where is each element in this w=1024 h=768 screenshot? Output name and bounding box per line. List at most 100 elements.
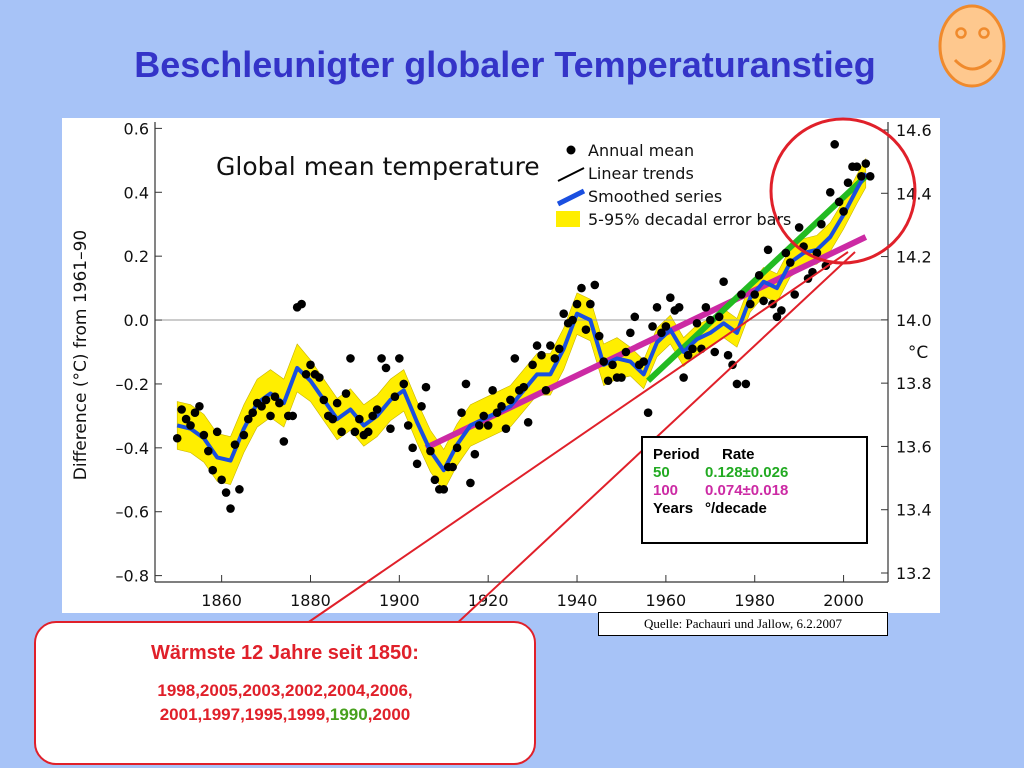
- annual-mean-dot: [857, 172, 866, 181]
- annual-mean-dot: [301, 370, 311, 379]
- y-tick-label: –0.4: [116, 439, 149, 458]
- x-tick-label: 2000: [823, 591, 864, 610]
- annual-mean-dot: [830, 140, 839, 149]
- annual-mean-dot: [701, 302, 711, 312]
- legend-label: Smoothed series: [588, 187, 722, 206]
- annual-mean-dot: [528, 360, 537, 370]
- annual-mean-dot: [363, 427, 373, 437]
- annual-mean-dot: [452, 443, 462, 453]
- annual-mean-dot: [688, 344, 697, 354]
- y-tick-label: –0.2: [116, 375, 149, 394]
- right-tick-label: 13.8: [896, 374, 932, 393]
- annual-mean-dot: [319, 395, 329, 405]
- callout-years-line1: 1998,2005,2003,2002,2004,2006,: [157, 681, 413, 700]
- annual-mean-dot: [257, 402, 266, 411]
- annual-mean-dot: [355, 414, 364, 424]
- annual-mean-dot: [817, 219, 826, 229]
- legend-dot-icon: [566, 145, 576, 155]
- callout-title: Wärmste 12 Jahre seit 1850:: [151, 642, 419, 664]
- annual-mean-dot: [332, 398, 342, 408]
- annual-mean-dot: [577, 283, 586, 293]
- annual-mean-dot: [412, 459, 422, 469]
- annual-mean-dot: [261, 395, 271, 405]
- annual-mean-dot: [599, 357, 608, 366]
- annual-mean-dot: [399, 379, 409, 389]
- annual-mean-dot: [594, 331, 604, 341]
- annual-mean-dot: [221, 488, 231, 497]
- rate-header-rate: Rate: [722, 446, 755, 463]
- rate-footer-unit: °/decade: [705, 500, 767, 517]
- annual-mean-dot: [474, 421, 484, 430]
- legend-thick-line-icon: [556, 188, 586, 207]
- annual-mean-dot: [172, 433, 182, 443]
- x-tick-label: 1920: [468, 591, 509, 610]
- annual-mean-dot: [492, 408, 502, 417]
- annual-mean-dot: [683, 350, 693, 360]
- x-tick-label: 1960: [646, 591, 687, 610]
- annual-mean-dot: [750, 290, 760, 299]
- annual-mean-dot: [239, 430, 249, 440]
- annual-mean-dot: [212, 427, 222, 437]
- annual-mean-dot: [763, 245, 773, 255]
- right-tick-label: 14.0: [896, 311, 932, 330]
- rate-row-50: 50 0.128±0.026: [653, 464, 866, 482]
- annual-mean-dot: [532, 341, 542, 350]
- annual-mean-dot: [403, 421, 413, 430]
- annual-mean-dot: [501, 424, 511, 433]
- annual-mean-dot: [390, 392, 400, 402]
- annual-mean-dot: [266, 411, 275, 421]
- y-tick-label: –0.6: [116, 503, 149, 522]
- annual-mean-dot: [248, 408, 258, 417]
- annual-mean-dot: [657, 328, 666, 338]
- source-citation: Quelle: Pachauri und Jallow, 6.2.2007: [598, 612, 888, 636]
- trend-rate-table: Period Rate 50 0.128±0.026 100 0.074±0.0…: [641, 436, 868, 544]
- right-tick-label: 13.2: [896, 564, 932, 583]
- legend-box-icon: [556, 211, 580, 227]
- rate-50-value: 0.128±0.026: [705, 464, 789, 481]
- annual-mean-dot: [466, 478, 475, 488]
- right-tick-label: 14.2: [896, 248, 932, 267]
- annual-mean-dot: [679, 373, 688, 382]
- annual-mean-dot: [199, 430, 209, 440]
- warmest-years-callout: Wärmste 12 Jahre seit 1850: 1998,2005,20…: [34, 621, 536, 765]
- x-tick-label: 1860: [201, 591, 242, 610]
- annual-mean-dot: [723, 350, 733, 360]
- annual-mean-dot: [243, 414, 253, 424]
- annual-mean-dot: [834, 197, 844, 207]
- y-axis-label: Difference (°C) from 1961–90: [71, 230, 91, 480]
- callout-year-1990: 1990: [329, 705, 368, 724]
- rate-50-period: 50: [653, 464, 670, 481]
- rate-header-row: Period Rate: [653, 446, 866, 464]
- right-axis-unit: °C: [908, 343, 928, 363]
- annual-mean-dot: [861, 159, 871, 168]
- annual-mean-dot: [550, 354, 560, 363]
- annual-mean-dot: [732, 379, 742, 389]
- annual-mean-dot: [346, 354, 355, 363]
- annual-mean-dot: [852, 162, 862, 172]
- annual-mean-dot: [381, 363, 391, 373]
- annual-mean-dot: [772, 312, 782, 322]
- rate-footer-period: Years: [653, 500, 694, 517]
- annual-mean-dot: [643, 408, 653, 417]
- callout-years: 1998,2005,2003,2002,2004,2006, 2001,1997…: [36, 679, 534, 727]
- y-tick-label: –0.8: [116, 567, 149, 586]
- y-tick-label: 0.2: [124, 247, 149, 266]
- annual-mean-dot: [430, 475, 440, 485]
- annual-mean-dot: [306, 360, 315, 370]
- annual-mean-dot: [777, 306, 786, 315]
- annual-mean-dot: [195, 402, 204, 411]
- annual-mean-dot: [408, 443, 417, 453]
- annual-mean-dot: [692, 318, 702, 328]
- annual-mean-dot: [275, 398, 284, 408]
- annual-mean-dot: [181, 414, 191, 424]
- annual-mean-dot: [421, 382, 431, 392]
- legend-label: Linear trends: [588, 164, 694, 183]
- annual-mean-dot: [483, 421, 493, 430]
- annual-mean-dot: [541, 386, 551, 395]
- annual-mean-dot: [590, 280, 600, 290]
- annual-mean-dot: [439, 485, 449, 494]
- annual-mean-dot: [457, 408, 466, 417]
- annual-mean-dot: [630, 312, 640, 322]
- annual-mean-dot: [377, 354, 386, 363]
- annual-mean-dot: [572, 299, 582, 309]
